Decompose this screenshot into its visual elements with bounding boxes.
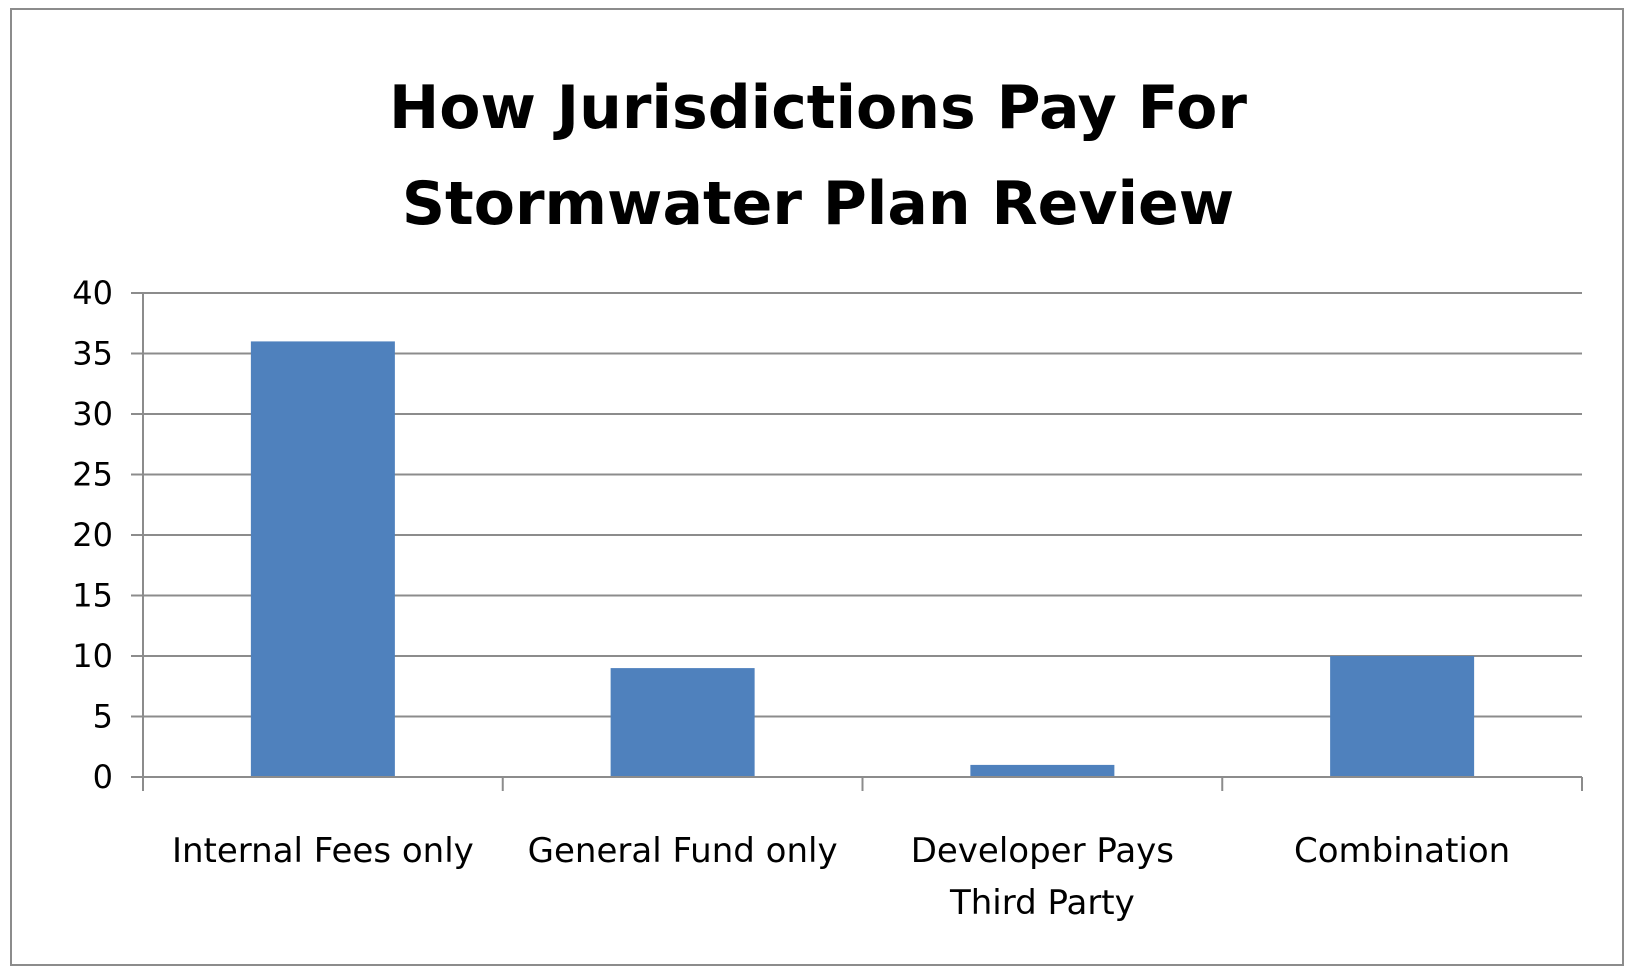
bar-3 <box>970 764 1115 777</box>
y-tick-label-10: 10 <box>72 637 113 675</box>
x-category-label-1-line-1: Internal Fees only <box>172 831 474 871</box>
bar-4 <box>1330 656 1475 777</box>
y-tick-label-25: 25 <box>72 456 113 494</box>
y-tick-label-35: 35 <box>72 335 113 373</box>
y-tick-label-40: 40 <box>72 274 113 312</box>
y-tick-label-30: 30 <box>72 395 113 433</box>
chart-title-line-2: Stormwater Plan Review <box>401 169 1235 239</box>
y-tick-label-15: 15 <box>72 577 113 615</box>
x-category-label-3-line-1: Developer Pays <box>911 831 1174 871</box>
y-tick-label-20: 20 <box>72 516 113 554</box>
y-tick-label-5: 5 <box>93 698 113 736</box>
bar-1 <box>250 341 395 777</box>
axis-labels: 0 5 10 15 20 25 30 35 40 Internal Fees only Genera… <box>72 274 1510 923</box>
x-category-label-2-line-1: General Fund only <box>528 831 838 871</box>
chart-title: How Jurisdictions Pay For Stormwater Pla… <box>0 60 1636 252</box>
x-category-label-3-line-2: Third Party <box>949 883 1135 923</box>
axes <box>131 292 1583 791</box>
bar-2 <box>610 668 755 777</box>
chart-title-line-1: How Jurisdictions Pay For <box>389 73 1247 143</box>
x-category-label-4-line-1: Combination <box>1294 831 1510 871</box>
bars <box>250 341 1475 777</box>
y-tick-label-0: 0 <box>93 758 113 796</box>
